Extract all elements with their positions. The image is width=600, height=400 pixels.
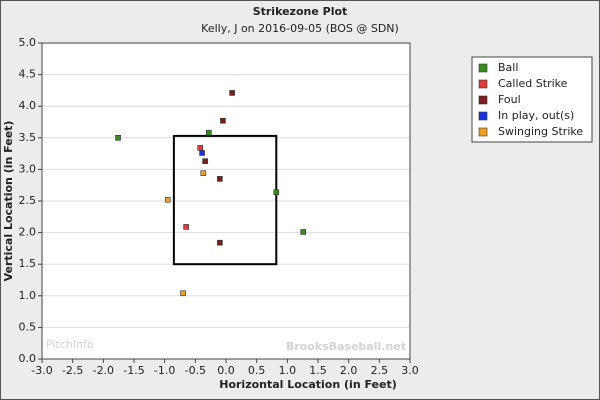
y-tick-label: 5.0 xyxy=(19,36,37,49)
legend-label: Ball xyxy=(498,61,518,74)
y-tick-label: 4.5 xyxy=(19,68,37,81)
point xyxy=(220,117,226,124)
x-axis-label: Horizontal Location (in Feet) xyxy=(219,378,397,391)
y-tick-label: 1.0 xyxy=(19,289,37,302)
point xyxy=(229,90,235,96)
watermark: BrooksBaseball.net xyxy=(286,340,406,353)
x-tick-label: 1.5 xyxy=(309,364,327,377)
point xyxy=(200,170,207,176)
legend-label: In play, out(s) xyxy=(498,109,574,122)
y-tick-label: 4.0 xyxy=(19,99,37,112)
y-tick-label: 3.0 xyxy=(19,162,37,175)
x-tick-label: 2.5 xyxy=(371,364,389,377)
strike-zone xyxy=(172,134,278,266)
legend-label: Foul xyxy=(498,93,521,106)
point xyxy=(180,290,186,297)
legend-swatch xyxy=(478,95,488,105)
y-tick-label: 0.5 xyxy=(19,320,37,333)
legend-label: Swinging Strike xyxy=(498,125,583,138)
y-tick-label: 2.0 xyxy=(19,226,37,239)
point xyxy=(199,150,205,156)
point xyxy=(115,135,121,141)
x-tick-label: 2.0 xyxy=(340,364,358,377)
chart-subtitle: Kelly, J on 2016-09-05 (BOS @ SDN) xyxy=(201,22,399,35)
x-tick-label: -3.0 xyxy=(31,364,52,377)
chart-title: Strikezone Plot xyxy=(253,5,348,18)
legend-swatch xyxy=(478,111,488,121)
legend-swatch xyxy=(478,79,488,89)
point xyxy=(197,145,204,151)
legend-swatch xyxy=(478,127,488,137)
legend xyxy=(471,56,593,143)
y-tick-label: 3.5 xyxy=(19,131,37,144)
x-tick-label: 0.0 xyxy=(217,364,235,377)
point xyxy=(217,176,223,182)
y-tick-label: 2.5 xyxy=(19,194,37,207)
point xyxy=(273,189,280,195)
x-tick-label: -2.5 xyxy=(62,364,83,377)
x-tick-label: 3.0 xyxy=(401,364,419,377)
legend-label: Called Strike xyxy=(498,77,568,90)
legend-swatch xyxy=(478,63,488,73)
x-tick-label: 1.0 xyxy=(279,364,297,377)
point xyxy=(164,196,171,203)
x-tick-label: 0.5 xyxy=(248,364,266,377)
point xyxy=(206,129,212,136)
y-tick-label: 1.5 xyxy=(19,257,37,270)
plot-border xyxy=(41,42,411,360)
x-tick-label: -1.0 xyxy=(154,364,175,377)
x-tick-label: -0.5 xyxy=(185,364,206,377)
x-tick-label: -1.5 xyxy=(123,364,144,377)
point xyxy=(217,239,223,246)
y-tick-label: 0.0 xyxy=(19,352,37,365)
watermark: PitchInfo xyxy=(46,338,94,351)
x-tick-label: -2.0 xyxy=(93,364,114,377)
y-axis-label: Vertical Location (in Feet) xyxy=(2,121,15,282)
point xyxy=(300,229,307,235)
point xyxy=(183,224,189,230)
point xyxy=(202,158,208,164)
